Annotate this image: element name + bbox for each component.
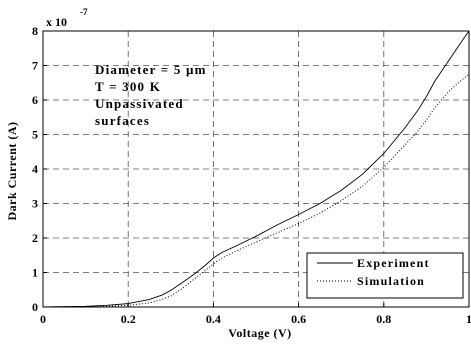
annotation-line: surfaces — [95, 113, 150, 128]
axis-ticks: 0 0.2 0.4 0.6 0.8 1 0 1 2 3 4 5 6 7 8 — [32, 24, 471, 326]
legend-label-experiment: Experiment — [357, 256, 430, 270]
y-tick-label: 5 — [32, 128, 38, 142]
series-line-experiment — [42, 30, 470, 308]
annotation-line: Diameter = 5 µm — [95, 62, 207, 77]
grid-lines — [43, 31, 469, 307]
legend-label-simulation: Simulation — [357, 274, 425, 288]
y-exponent-base: x 10 — [46, 15, 67, 29]
y-exponent-power: -7 — [80, 7, 88, 17]
annotation-text: Diameter = 5 µm T = 300 K Unpassivated surf… — [95, 62, 207, 128]
x-tick-label: 1 — [466, 312, 471, 326]
legend: Experiment Simulation — [306, 252, 464, 299]
y-tick-label: 0 — [32, 300, 38, 314]
y-tick-label: 3 — [32, 197, 38, 211]
y-tick-label: 4 — [32, 162, 38, 176]
y-axis-label: Dark Current (A) — [5, 121, 19, 220]
x-axis-label: Voltage (V) — [228, 326, 291, 340]
y-exponent: x 10 -7 — [46, 7, 88, 29]
x-tick-label: 0.4 — [206, 312, 221, 326]
series-lines — [42, 30, 470, 308]
y-tick-label: 1 — [32, 266, 38, 280]
annotation-line: T = 300 K — [95, 79, 161, 94]
x-tick-label: 0.2 — [121, 312, 136, 326]
y-tick-label: 8 — [32, 24, 38, 38]
x-tick-label: 0.6 — [291, 312, 306, 326]
x-tick-label: 0 — [40, 312, 46, 326]
y-tick-label: 7 — [32, 59, 38, 73]
y-tick-label: 6 — [32, 93, 38, 107]
y-tick-label: 2 — [32, 231, 38, 245]
annotation-line: Unpassivated — [95, 96, 184, 111]
legend-box — [306, 252, 464, 299]
x-tick-label: 0.8 — [376, 312, 391, 326]
